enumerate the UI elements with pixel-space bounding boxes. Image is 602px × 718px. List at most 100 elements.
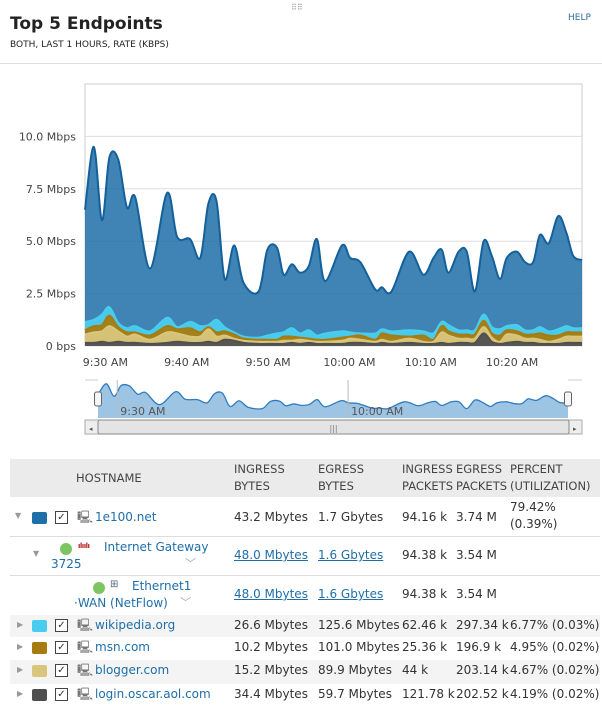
egress-packets: 203.14 k xyxy=(456,663,509,677)
egress-bytes: 89.9 Mbytes xyxy=(318,663,392,677)
interface-link[interactable]: ·WAN (NetFlow) xyxy=(74,596,168,610)
percent: 4.95% (0.02%) xyxy=(510,640,600,654)
monitor-icon: 🖳 xyxy=(77,663,94,677)
drag-handle-icon[interactable]: ⠿⠿ xyxy=(291,3,303,12)
x-tick-label: 10:00 AM xyxy=(323,356,375,369)
table-row: ▼ ✓ 🖳 1e100.net 43.2 Mbytes 1.7 Gbytes 9… xyxy=(10,497,600,537)
interface-link[interactable]: Ethernet1 xyxy=(132,579,192,593)
x-tick-label: 9:30 AM xyxy=(83,356,128,369)
scroll-right-icon[interactable]: ▸ xyxy=(573,425,577,433)
hostname-link[interactable]: 1e100.net xyxy=(95,510,157,524)
checkbox[interactable]: ✓ xyxy=(55,511,68,524)
checkbox[interactable]: ✓ xyxy=(55,641,68,654)
scrollbar-thumb[interactable] xyxy=(97,419,570,435)
table-row: ▶ ✓ 🖳 msn.com 10.2 Mbytes 101.0 Mbytes 2… xyxy=(10,637,600,660)
ingress-bytes-link[interactable]: 48.0 Mbytes xyxy=(234,548,308,562)
y-tick-label: 2.5 Mbps xyxy=(26,288,76,301)
col-ingress-packets[interactable]: INGRESS PACKETS xyxy=(402,462,454,493)
monitor-icon: 🖳 xyxy=(77,510,94,524)
egress-bytes-link[interactable]: 1.6 Gbytes xyxy=(318,548,384,562)
y-tick-label: 7.5 Mbps xyxy=(26,183,76,196)
egress-bytes: 59.7 Mbytes xyxy=(318,687,392,701)
collapse-icon[interactable]: ▼ xyxy=(15,511,22,520)
expand-icon[interactable]: ▶ xyxy=(17,620,24,629)
status-up-icon xyxy=(93,582,105,594)
col-egress-packets[interactable]: EGRESS PACKETS xyxy=(456,462,508,493)
scrollbar-grip-icon: ||| xyxy=(329,424,337,433)
checkbox[interactable]: ✓ xyxy=(55,619,68,632)
monitor-icon: 🖳 xyxy=(77,618,94,632)
percent: 4.19% (0.02%) xyxy=(510,687,600,701)
hostname-link[interactable]: login.oscar.aol.com xyxy=(95,687,211,701)
col-ingress-bytes[interactable]: INGRESS BYTES xyxy=(234,462,285,493)
navigator-handle[interactable] xyxy=(564,391,572,407)
egress-packets: 3.74 M xyxy=(456,510,497,524)
ingress-bytes: 43.2 Mbytes xyxy=(234,510,308,524)
egress-bytes-link[interactable]: 1.6 Gbytes xyxy=(318,587,384,601)
col-percent[interactable]: PERCENT (UTILIZATION) xyxy=(510,462,591,493)
series-line-1e100-net xyxy=(84,145,583,295)
ingress-packets: 121.78 k xyxy=(402,687,455,701)
ingress-packets: 44 k xyxy=(402,663,429,677)
checkbox[interactable]: ✓ xyxy=(55,688,68,701)
chevron-down-icon[interactable]: ﹀ xyxy=(185,557,196,570)
node-link[interactable]: 3725 xyxy=(51,557,82,571)
col-egress-bytes[interactable]: EGRESS BYTES xyxy=(318,462,365,493)
series-area-1e100-net xyxy=(85,146,582,346)
navigator-area xyxy=(98,383,568,418)
expand-icon[interactable]: ▶ xyxy=(17,689,24,698)
traffic-chart: 0 bps 2.5 Mbps 5.0 Mbps 7.5 Mbps 10.0 Mbps 9… xyxy=(19,83,583,435)
col-hostname[interactable]: HOSTNAME xyxy=(76,471,142,485)
chevron-down-icon[interactable]: ﹀ xyxy=(180,596,191,609)
expand-icon[interactable]: ▶ xyxy=(17,665,24,674)
monitor-icon: 🖳 xyxy=(77,687,94,701)
ingress-packets: 25.36 k xyxy=(402,640,448,654)
sub-row-node: ▼ ılıılı Internet Gateway 3725 ﹀ 48.0 Mb… xyxy=(10,537,600,576)
network-interface-icon: ⊞ xyxy=(110,579,119,590)
y-tick-label: 0 bps xyxy=(46,340,76,353)
egress-bytes: 125.6 Mbytes xyxy=(318,618,400,632)
color-swatch xyxy=(32,665,47,677)
ingress-packets: 94.16 k xyxy=(402,510,448,524)
node-link[interactable]: Internet Gateway xyxy=(104,540,209,554)
navigator[interactable]: 9:30 AM 10:00 AM ||| ◂ ▸ xyxy=(84,379,583,435)
egress-packets: 3.54 M xyxy=(456,587,497,601)
hostname-link[interactable]: msn.com xyxy=(95,640,150,654)
scroll-left-icon[interactable]: ◂ xyxy=(89,425,93,433)
collapse-icon[interactable]: ▼ xyxy=(33,549,40,558)
expand-icon[interactable]: ▶ xyxy=(17,642,24,651)
percent: 6.77% (0.03%) xyxy=(510,618,600,632)
ingress-packets: 94.38 k xyxy=(402,548,448,562)
navigator-line xyxy=(97,383,569,410)
table-row: ▶ ✓ 🖳 login.oscar.aol.com 34.4 Mbytes 59… xyxy=(10,684,600,707)
series-line-blogger-com xyxy=(84,325,582,344)
series-line-msn-com xyxy=(84,314,582,341)
x-tick-label: 10:20 AM xyxy=(486,356,538,369)
x-axis-labels: 9:30 AM 9:40 AM 9:50 AM 10:00 AM 10:10 AM 10:… xyxy=(83,356,539,369)
widget-subtitle: BOTH, LAST 1 HOURS, RATE (KBPS) xyxy=(10,40,169,50)
table-header: HOSTNAME INGRESS BYTES EGRESS BYTES INGRES… xyxy=(10,459,600,497)
egress-packets: 297.34 k xyxy=(456,618,509,632)
percent: 4.67% (0.02%) xyxy=(510,663,600,677)
table-row: ▶ ✓ 🖳 blogger.com 15.2 Mbytes 89.9 Mbyte… xyxy=(10,660,600,684)
help-link[interactable]: HELP xyxy=(568,13,591,23)
widget-title: Top 5 Endpoints xyxy=(10,14,163,34)
x-tick-label: 9:50 AM xyxy=(245,356,290,369)
hostname-link[interactable]: wikipedia.org xyxy=(95,618,176,632)
ingress-packets: 94.38 k xyxy=(402,587,448,601)
hostname-link[interactable]: blogger.com xyxy=(95,663,170,677)
ingress-packets: 62.46 k xyxy=(402,618,448,632)
ingress-bytes: 26.6 Mbytes xyxy=(234,618,308,632)
ingress-bytes-link[interactable]: 48.0 Mbytes xyxy=(234,587,308,601)
egress-packets: 202.52 k xyxy=(456,687,509,701)
color-swatch xyxy=(32,689,47,701)
monitor-icon: 🖳 xyxy=(77,640,94,654)
egress-bytes: 101.0 Mbytes xyxy=(318,640,400,654)
navigator-label: 10:00 AM xyxy=(351,405,403,418)
x-tick-label: 10:10 AM xyxy=(405,356,457,369)
navigator-handle[interactable] xyxy=(94,391,102,407)
egress-packets: 196.9 k xyxy=(456,640,502,654)
sub-row-interface: ⊞ Ethernet1 ·WAN (NetFlow) ﹀ 48.0 Mbytes… xyxy=(10,576,600,615)
status-up-icon xyxy=(60,543,72,555)
checkbox[interactable]: ✓ xyxy=(55,664,68,677)
